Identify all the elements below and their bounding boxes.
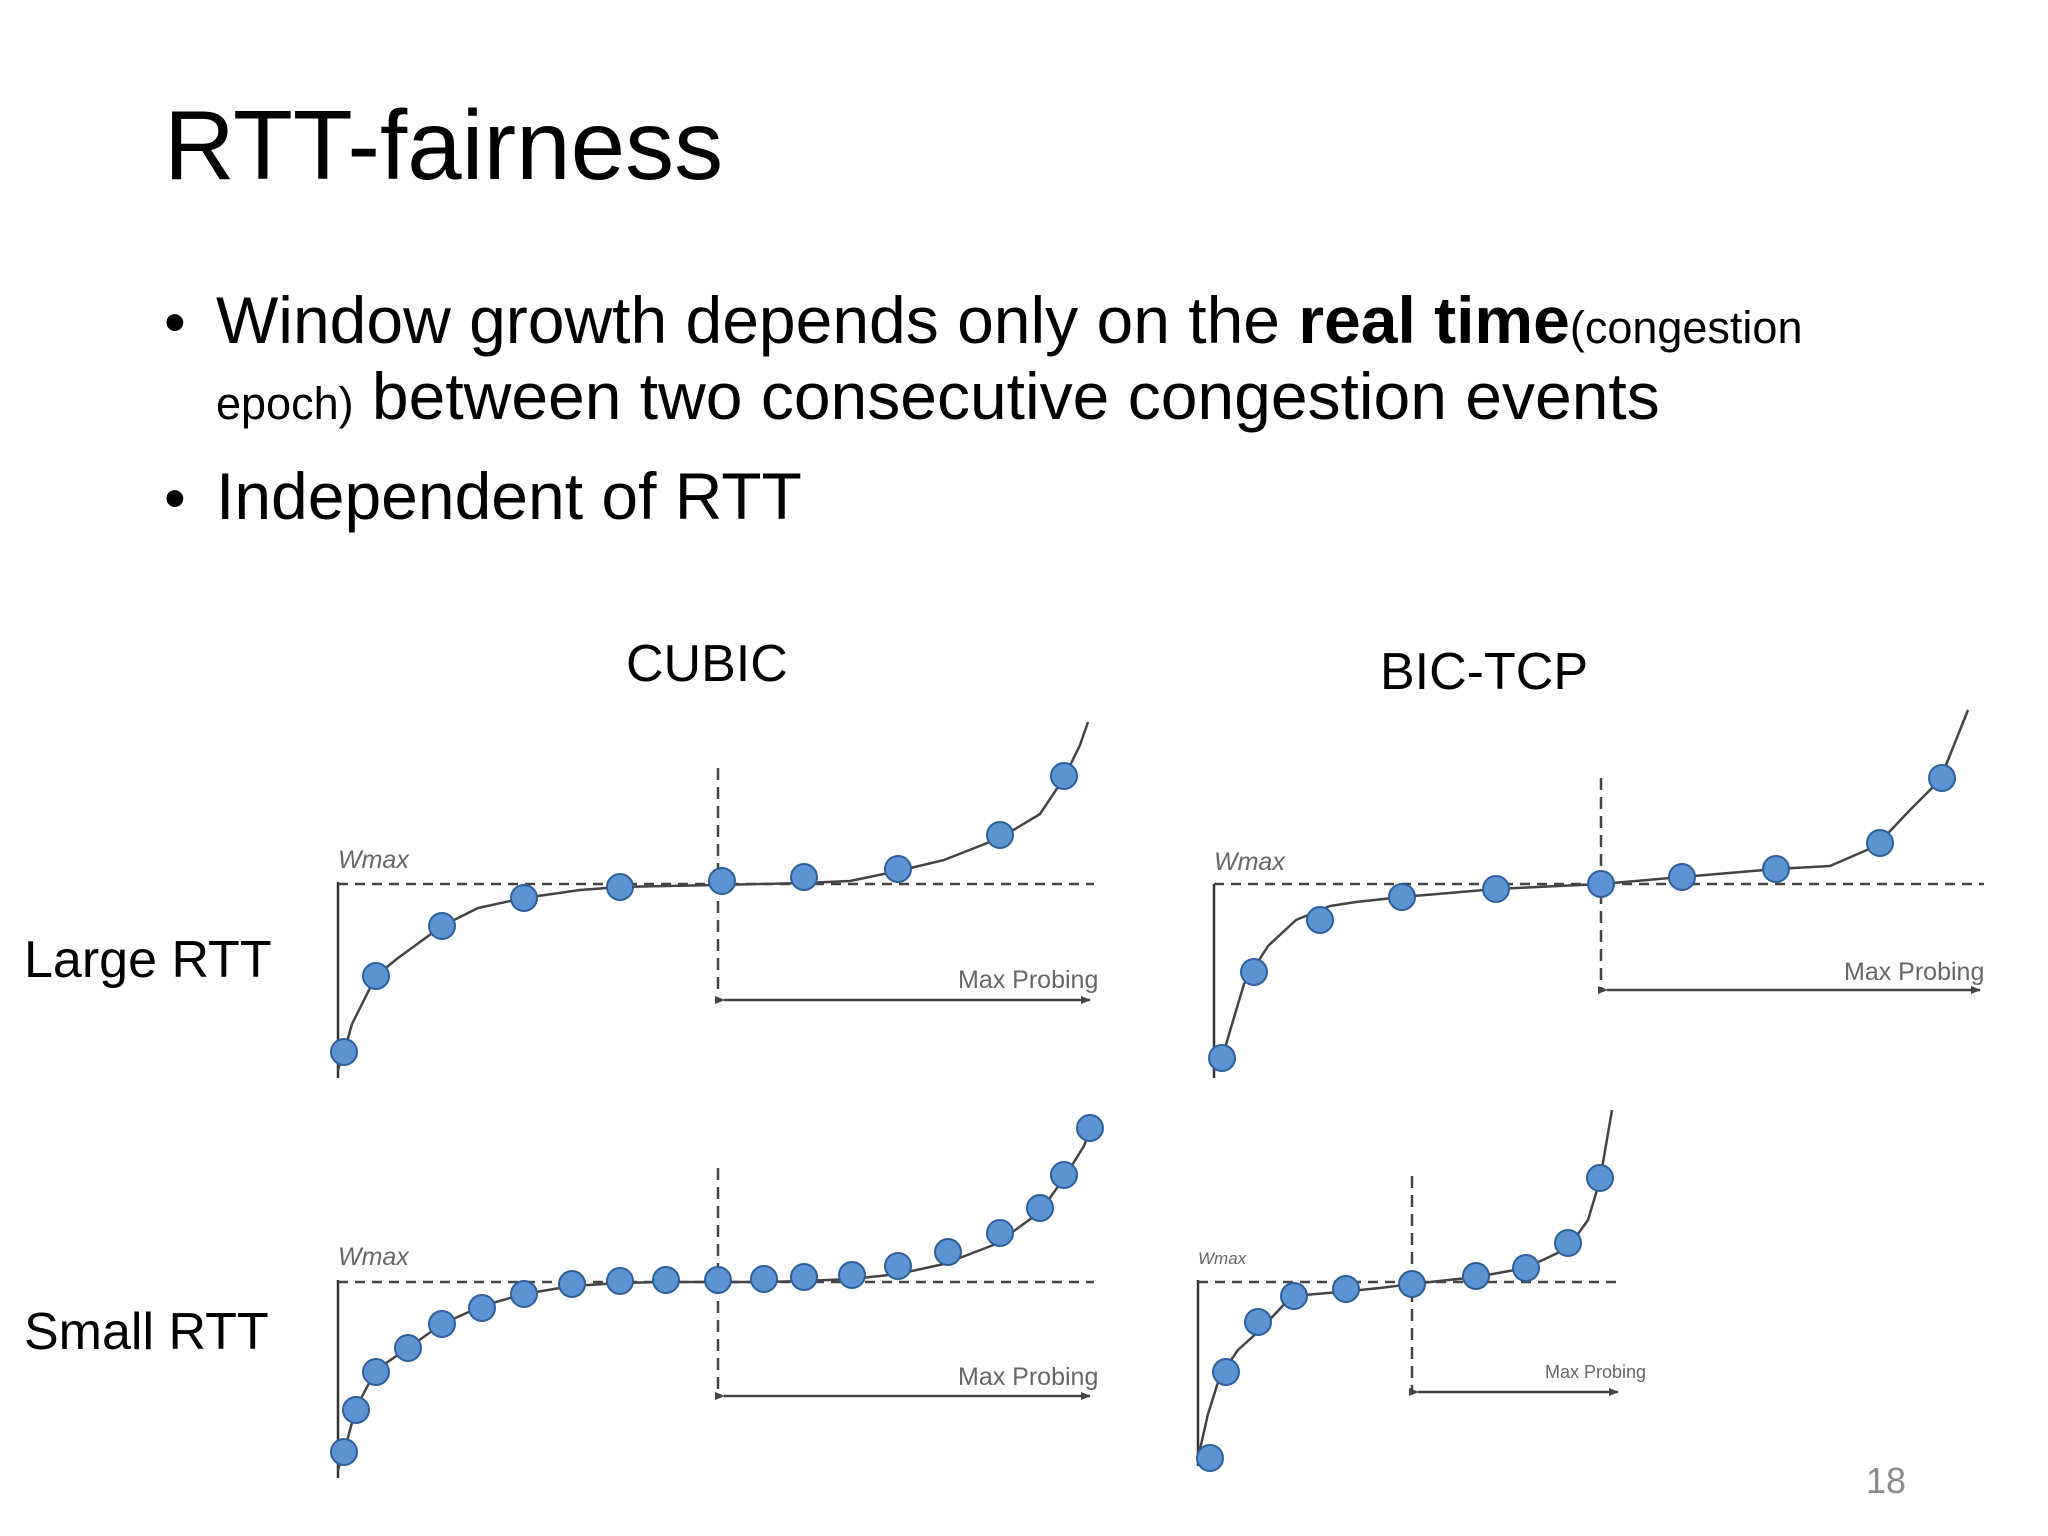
window-sample-marker <box>342 1396 370 1424</box>
bullet-1-text-2: between two consecutive congestion event… <box>353 359 1660 433</box>
window-sample-marker <box>510 1280 538 1308</box>
window-sample-marker <box>1866 829 1894 857</box>
window-sample-marker <box>468 1294 496 1322</box>
window-sample-marker <box>1280 1282 1308 1310</box>
window-growth-curve <box>336 721 1090 1071</box>
window-sample-marker <box>1668 863 1696 891</box>
bullet-marker: • <box>164 288 186 357</box>
window-sample-marker <box>1196 1444 1224 1472</box>
window-sample-marker <box>1587 870 1615 898</box>
wmax-label: Wmax <box>1198 1249 1247 1268</box>
window-sample-marker <box>558 1270 586 1298</box>
window-sample-marker <box>330 1438 358 1466</box>
window-sample-marker <box>1208 1044 1236 1072</box>
window-sample-marker <box>1586 1164 1614 1192</box>
window-sample-marker <box>1026 1194 1054 1222</box>
window-sample-marker <box>986 1219 1014 1247</box>
window-sample-marker <box>1306 906 1334 934</box>
window-sample-marker <box>1398 1270 1426 1298</box>
window-sample-marker <box>510 884 538 912</box>
row-label-large-rtt: Large RTT <box>24 931 272 989</box>
window-sample-marker <box>606 1267 634 1295</box>
window-sample-marker <box>1212 1358 1240 1386</box>
bullet-1-small: (congestion <box>1569 302 1803 353</box>
window-sample-marker <box>986 821 1014 849</box>
window-sample-marker <box>362 1358 390 1386</box>
bullet-1-text: Window growth depends only on the <box>216 283 1299 357</box>
window-sample-marker <box>1076 1114 1104 1142</box>
window-sample-marker <box>1482 875 1510 903</box>
slide-title: RTT-fairness <box>164 90 724 200</box>
window-sample-marker <box>428 1310 456 1338</box>
bullet-1-line-1: Window growth depends only on the real t… <box>216 282 1802 366</box>
window-sample-marker <box>838 1261 866 1289</box>
window-sample-marker <box>330 1038 358 1066</box>
window-sample-marker <box>790 863 818 891</box>
window-sample-marker <box>1462 1262 1490 1290</box>
page-number: 18 <box>1866 1460 1907 1501</box>
window-sample-marker <box>790 1263 818 1291</box>
window-sample-marker <box>884 1252 912 1280</box>
bullet-1-small-2: epoch) <box>216 378 354 429</box>
window-growth-curve <box>336 1129 1092 1471</box>
window-sample-marker <box>1244 1308 1272 1336</box>
window-sample-marker <box>934 1238 962 1266</box>
window-sample-marker <box>428 912 456 940</box>
max-probing-label: Max Probing <box>1545 1362 1646 1382</box>
max-probing-label: Max Probing <box>958 966 1098 994</box>
window-sample-marker <box>1928 764 1956 792</box>
window-sample-marker <box>1762 855 1790 883</box>
window-sample-marker <box>652 1266 680 1294</box>
window-sample-marker <box>708 867 736 895</box>
window-sample-marker <box>1388 883 1416 911</box>
column-label-cubic: CUBIC <box>626 635 788 693</box>
max-probing-label: Max Probing <box>958 1363 1098 1391</box>
window-sample-marker <box>1050 1161 1078 1189</box>
column-label-bic-tcp: BIC-TCP <box>1380 643 1588 701</box>
max-probing-label: Max Probing <box>1844 958 1984 986</box>
bullet-marker: • <box>164 464 186 533</box>
window-sample-marker <box>884 855 912 883</box>
window-sample-marker <box>1554 1229 1582 1257</box>
window-sample-marker <box>362 962 390 990</box>
window-sample-marker <box>750 1265 778 1293</box>
bullet-1-bold: real time <box>1298 283 1570 357</box>
window-sample-marker <box>1512 1254 1540 1282</box>
window-sample-marker <box>1332 1275 1360 1303</box>
bullet-1-line-2: epoch) between two consecutive congestio… <box>216 358 1660 442</box>
window-sample-marker <box>1240 958 1268 986</box>
bullet-2: Independent of RTT <box>216 459 802 533</box>
window-sample-marker <box>1050 762 1078 790</box>
wmax-label: Wmax <box>338 1243 410 1271</box>
wmax-label: Wmax <box>338 846 410 874</box>
window-sample-marker <box>394 1334 422 1362</box>
window-sample-marker <box>704 1266 732 1294</box>
window-sample-marker <box>606 873 634 901</box>
wmax-label: Wmax <box>1214 848 1286 876</box>
row-label-small-rtt: Small RTT <box>24 1303 269 1361</box>
